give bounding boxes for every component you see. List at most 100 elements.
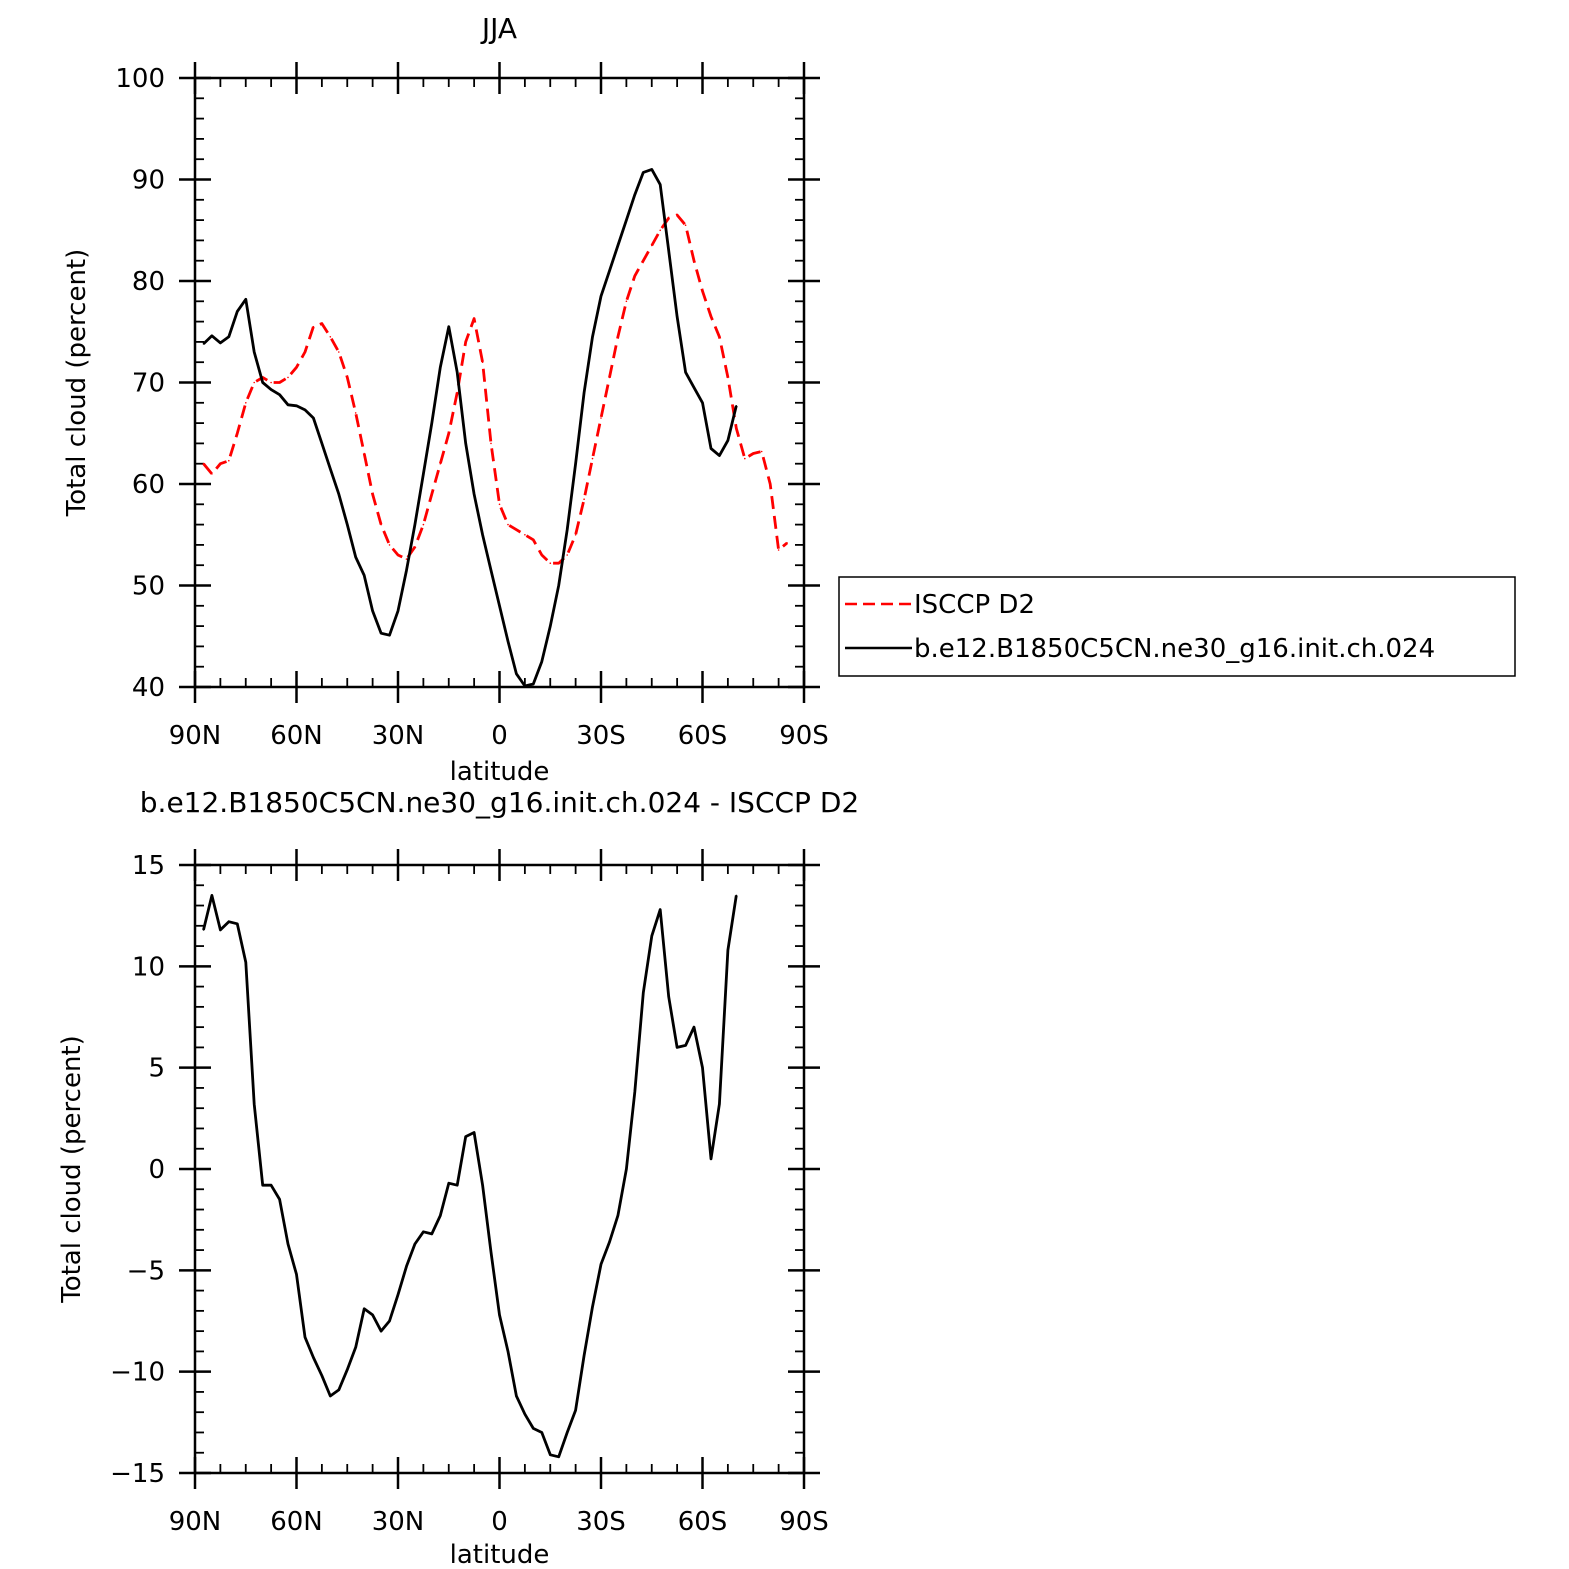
bottom-chart-x-tick-label: 90S xyxy=(779,1507,829,1537)
bottom-chart-plot-frame xyxy=(193,863,806,1475)
top-chart-data-point xyxy=(617,244,619,247)
top-chart-y-axis-label: Total cloud (percent) xyxy=(62,249,92,518)
bottom-chart-data-point xyxy=(507,1350,509,1353)
top-chart-data-point xyxy=(473,493,475,495)
bottom-chart-data-point xyxy=(710,1158,712,1160)
top-chart-minor-ticks xyxy=(195,78,804,687)
top-chart-data-point xyxy=(388,634,391,636)
bottom-chart-data-point xyxy=(354,1346,357,1349)
top-chart-data-point xyxy=(498,605,501,607)
top-chart-data-point xyxy=(490,569,492,572)
top-chart-data-point xyxy=(684,224,687,226)
top-chart-data-point xyxy=(566,554,568,556)
top-chart-data-point xyxy=(312,325,315,328)
top-chart-data-point xyxy=(752,452,755,455)
top-chart-data-point xyxy=(431,493,433,495)
top-chart-data-point xyxy=(642,259,645,262)
top-chart-data-point xyxy=(363,452,366,455)
bottom-chart-data-point xyxy=(405,1265,408,1268)
top-chart-data-point xyxy=(608,270,611,272)
bottom-chart-x-tick-label: 90N xyxy=(169,1507,222,1537)
top-chart-data-point xyxy=(701,402,704,404)
top-chart-data-point xyxy=(490,442,492,445)
bottom-chart-data-point xyxy=(541,1431,543,1434)
top-chart-data-point xyxy=(625,300,628,303)
top-chart-data-point xyxy=(667,217,670,219)
bottom-chart-data-point xyxy=(600,1263,602,1266)
top-chart-series xyxy=(202,168,788,688)
bottom-chart-data-point xyxy=(473,1131,475,1134)
top-chart-data-point xyxy=(431,422,433,424)
top-chart-y-tick-label: 40 xyxy=(132,673,165,703)
top-chart-data-point xyxy=(371,493,374,495)
top-chart-data-point xyxy=(397,554,399,556)
bottom-chart-y-tick-label: 5 xyxy=(148,1054,165,1084)
top-chart-data-point xyxy=(642,171,645,174)
bottom-chart-data-point xyxy=(464,1135,467,1138)
bottom-chart-data-point xyxy=(574,1409,577,1411)
bottom-chart-x-tick-label: 0 xyxy=(491,1507,508,1537)
top-chart-data-point xyxy=(659,183,661,186)
bottom-chart-data-point xyxy=(532,1427,535,1430)
top-chart-data-point xyxy=(676,315,678,318)
bottom-chart-data-point xyxy=(634,1091,636,1093)
bottom-chart-y-tick-label: 15 xyxy=(132,851,165,881)
top-chart-y-ticks: 40 50 60 70 80 90 100 xyxy=(115,64,820,703)
bottom-chart-data-point xyxy=(591,1306,594,1308)
top-chart-data-point xyxy=(253,381,255,384)
top-chart-x-tick-label: 90S xyxy=(779,721,829,751)
top-chart-data-point xyxy=(346,523,349,526)
top-chart-data-point xyxy=(718,454,721,457)
bottom-chart-minor-ticks xyxy=(195,865,804,1473)
bottom-chart-data-point xyxy=(617,1214,619,1217)
bottom-chart-data-point xyxy=(651,935,653,937)
bottom-chart-data-point xyxy=(388,1320,391,1322)
top-chart-data-point xyxy=(524,534,526,536)
top-chart-y-tick-label: 100 xyxy=(115,64,165,94)
top-chart-data-point xyxy=(684,371,687,374)
top-chart-data-point xyxy=(710,447,712,450)
top-chart-data-point xyxy=(439,366,442,369)
top-chart-data-point xyxy=(473,317,475,320)
top-chart-data-point xyxy=(541,554,543,556)
top-chart-data-point xyxy=(549,625,552,627)
top-chart-data-point xyxy=(591,457,594,460)
top-chart-data-point xyxy=(676,214,678,216)
top-chart-data-point xyxy=(625,219,628,221)
top-chart-data-point xyxy=(557,562,560,564)
top-chart-data-point xyxy=(245,402,247,404)
top-chart-data-point xyxy=(405,558,408,560)
bottom-chart-data-point xyxy=(676,1046,678,1049)
top-chart-data-point xyxy=(693,386,695,389)
bottom-chart-data-point xyxy=(718,1103,721,1105)
top-chart-data-point xyxy=(515,673,518,675)
top-chart-data-point xyxy=(380,523,382,526)
top-chart-data-point xyxy=(211,335,213,337)
bottom-chart-data-point xyxy=(253,1103,255,1105)
bottom-chart-x-axis-label: latitude xyxy=(450,1540,550,1569)
legend-label-model: b.e12.B1850C5CN.ne30_g16.init.ch.024 xyxy=(914,634,1435,664)
top-chart-data-point xyxy=(245,298,247,301)
top-chart-data-point xyxy=(566,528,568,531)
top-chart-data-point xyxy=(261,381,264,384)
top-chart-y-tick-label: 90 xyxy=(132,166,165,196)
bottom-chart-data-point xyxy=(371,1314,374,1316)
top-chart-data-point xyxy=(701,290,704,292)
top-chart-data-point xyxy=(397,610,399,612)
top-chart-data-point xyxy=(498,503,501,506)
top-chart-data-point xyxy=(278,393,281,396)
top-chart-data-point xyxy=(693,259,695,262)
top-chart-data-point xyxy=(481,361,484,364)
top-chart-data-point xyxy=(219,342,222,344)
top-chart-data-point xyxy=(304,351,306,353)
top-chart-data-point xyxy=(422,523,425,526)
bottom-chart-data-point xyxy=(219,929,222,931)
top-chart-data-point xyxy=(414,546,416,548)
bottom-chart-data-point xyxy=(583,1354,585,1357)
bottom-chart-data-point xyxy=(346,1368,349,1371)
top-chart-data-point xyxy=(600,417,602,419)
bottom-chart-x-tick-label: 30N xyxy=(372,1507,425,1537)
top-chart-data-point xyxy=(211,473,213,475)
bottom-chart-data-point xyxy=(456,1184,459,1186)
